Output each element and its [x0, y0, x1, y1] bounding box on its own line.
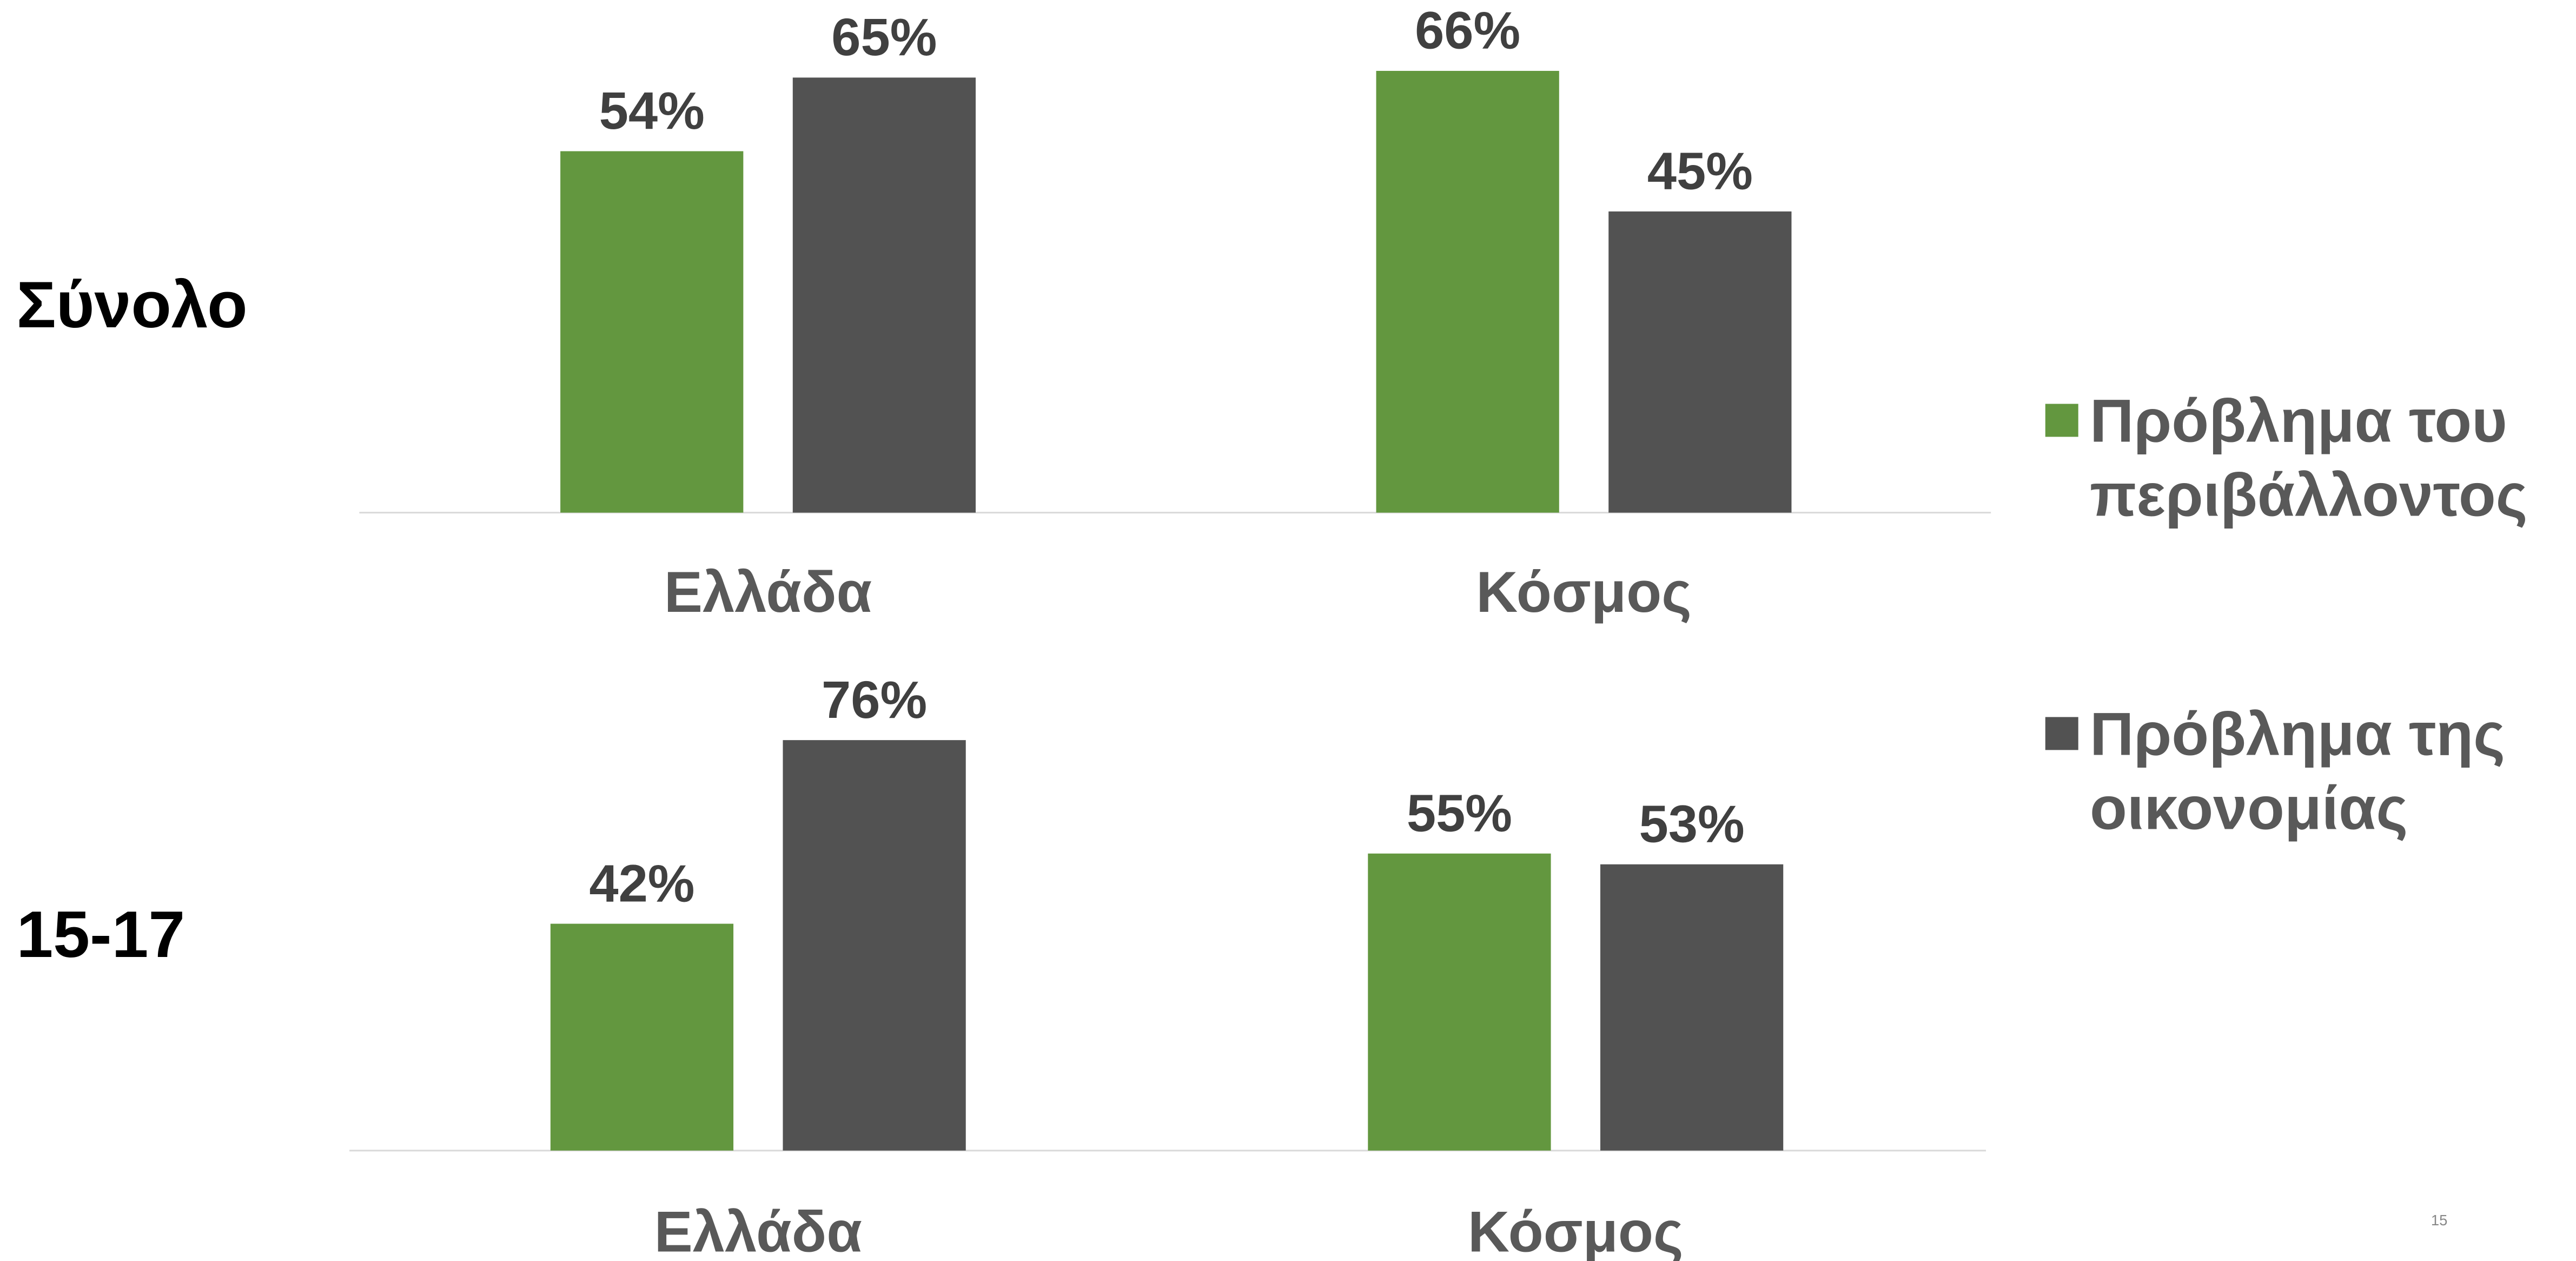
legend-label: Πρόβλημα του περιβάλλοντος	[2090, 387, 2528, 530]
value-label: 45%	[1647, 142, 1753, 201]
bar	[1600, 864, 1784, 1151]
x-tick-label: Κόσμος	[1476, 559, 1692, 624]
bar	[1608, 211, 1792, 513]
legend-swatch	[2045, 404, 2078, 437]
bar	[1368, 853, 1551, 1151]
x-tick-label: Ελλάδα	[664, 559, 872, 624]
legend-item: Πρόβλημα της οικονομίας	[2090, 701, 2505, 843]
row-label: Σύνολο	[16, 268, 247, 341]
x-tick-label: Κόσμος	[1468, 1199, 1684, 1261]
legend-swatch	[2045, 717, 2078, 750]
value-label: 76%	[822, 670, 927, 729]
value-label: 66%	[1415, 1, 1520, 60]
bar	[550, 923, 734, 1151]
bar	[560, 151, 744, 513]
bar	[792, 77, 976, 513]
bar	[1376, 71, 1559, 513]
value-label: 54%	[599, 81, 705, 140]
legend-item: Πρόβλημα του περιβάλλοντος	[2090, 387, 2528, 530]
row-label: 15-17	[16, 897, 185, 971]
value-label: 53%	[1639, 794, 1745, 853]
value-label: 55%	[1407, 784, 1512, 843]
legend-label: Πρόβλημα της οικονομίας	[2090, 701, 2505, 843]
bar	[783, 740, 966, 1151]
value-label: 42%	[589, 854, 694, 913]
page-number: 15	[2431, 1212, 2447, 1229]
x-tick-label: Ελλάδα	[654, 1199, 862, 1261]
value-label: 65%	[831, 8, 937, 67]
